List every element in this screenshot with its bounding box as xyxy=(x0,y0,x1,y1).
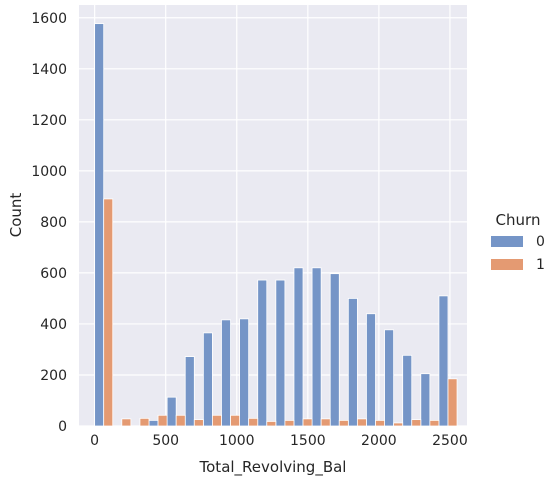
bar-churn-1 xyxy=(302,418,313,427)
legend-swatch-1 xyxy=(491,259,523,270)
bar-churn-0 xyxy=(221,319,231,427)
bar-churn-0 xyxy=(202,332,213,427)
legend: Churn 01 xyxy=(491,211,545,273)
x-tick-label: 2000 xyxy=(361,433,397,449)
bar-churn-1 xyxy=(356,418,367,427)
y-tick-label: 0 xyxy=(58,419,67,435)
bar-churn-0 xyxy=(293,267,304,427)
legend-items: 01 xyxy=(491,234,545,273)
x-axis-label: Total_Revolving_Bal xyxy=(199,458,347,477)
legend-label-0: 0 xyxy=(536,234,545,250)
x-tick-label: 500 xyxy=(152,433,179,449)
y-tick-label: 800 xyxy=(40,215,67,231)
bar-churn-1 xyxy=(429,419,440,427)
bar-churn-1 xyxy=(157,414,168,427)
bar-churn-0 xyxy=(257,279,268,427)
bar-churn-1 xyxy=(121,418,132,427)
y-tick-label: 1000 xyxy=(31,164,67,180)
bar-churn-1 xyxy=(175,414,186,427)
bar-churn-1 xyxy=(375,419,385,427)
bar-churn-1 xyxy=(139,417,150,427)
y-axis-label: Count xyxy=(7,193,25,238)
legend-swatch-0 xyxy=(491,236,523,247)
bar-churn-0 xyxy=(311,267,322,427)
bar-churn-1 xyxy=(284,419,295,427)
bar-churn-1 xyxy=(411,419,422,427)
y-tick-labels: 0 200 400 600 800 1000 1200 1400 1600 xyxy=(31,11,67,435)
bar-churn-0 xyxy=(438,295,449,427)
y-tick-label: 400 xyxy=(40,317,67,333)
bar-churn-1 xyxy=(248,417,259,427)
legend-label-1: 1 xyxy=(536,257,545,273)
bar-churn-1 xyxy=(320,418,331,427)
bar-churn-0 xyxy=(402,354,413,427)
y-tick-label: 1200 xyxy=(31,113,67,129)
x-tick-label: 1000 xyxy=(219,433,255,449)
bar-churn-0 xyxy=(148,419,159,427)
y-tick-label: 1600 xyxy=(31,11,67,27)
bar-churn-1 xyxy=(266,421,277,427)
bar-churn-0 xyxy=(184,356,195,427)
x-tick-label: 2500 xyxy=(432,433,468,449)
bar-churn-0 xyxy=(275,279,286,427)
bar-churn-0 xyxy=(239,318,250,427)
x-tick-label: 1500 xyxy=(290,433,326,449)
bar-churn-0 xyxy=(347,298,358,427)
bar-churn-0 xyxy=(166,396,177,427)
x-tick-label: 0 xyxy=(90,433,99,449)
y-tick-label: 600 xyxy=(40,266,67,282)
bar-churn-1 xyxy=(447,378,458,427)
bar-churn-1 xyxy=(338,419,349,427)
bar-churn-0 xyxy=(384,329,395,427)
bar-churn-1 xyxy=(230,414,241,427)
x-tick-labels: 0 500 1000 1500 2000 2500 xyxy=(90,433,468,449)
bar-churn-1 xyxy=(103,198,114,427)
bars xyxy=(94,23,458,427)
bar-churn-1 xyxy=(193,419,204,427)
y-tick-label: 200 xyxy=(40,368,67,384)
bar-churn-0 xyxy=(329,273,340,427)
bar-churn-0 xyxy=(94,23,105,427)
legend-title: Churn xyxy=(496,211,541,229)
bar-churn-1 xyxy=(393,422,404,427)
bar-churn-0 xyxy=(366,313,376,427)
bar-churn-0 xyxy=(420,373,431,427)
y-tick-label: 1400 xyxy=(31,62,67,78)
bar-churn-1 xyxy=(212,414,222,427)
